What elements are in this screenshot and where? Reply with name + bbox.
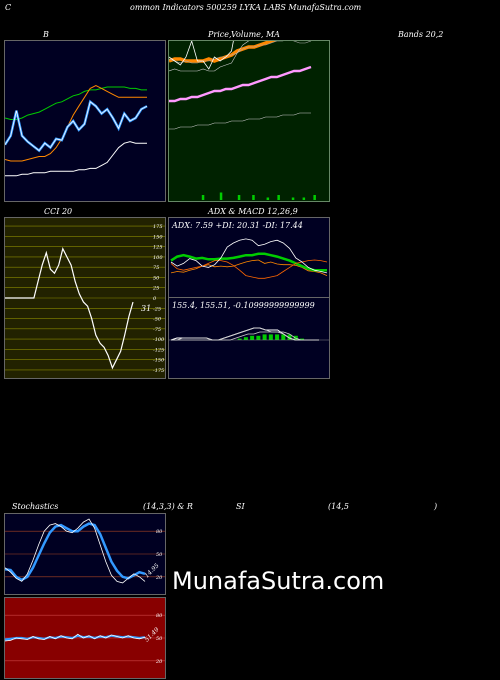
- volume-bar: [266, 197, 270, 200]
- macd-histogram-bar: [256, 335, 261, 340]
- adx-panel: ADX: 7.59 +DI: 20.31 -DI: 17.44: [168, 217, 330, 299]
- adx-series-4: [170, 238, 328, 274]
- rsi-label: SI: [236, 502, 245, 511]
- bb-series-3: [5, 141, 147, 177]
- macd-histogram-bar: [300, 338, 305, 340]
- volume-bar: [291, 197, 295, 200]
- rsi-close-paren: ): [434, 502, 438, 511]
- pv-series-6: [169, 41, 249, 72]
- rsi-series-2: [5, 633, 146, 642]
- macd-histogram-bar: [268, 334, 273, 340]
- cci-series-1: [5, 246, 134, 370]
- stochastics-panel: 80 50 20 14.95: [4, 513, 166, 595]
- price-ma-label-c: Bands 20,2: [398, 30, 444, 39]
- adx-values: ADX: 7.59 +DI: 20.31 -DI: 17.44: [172, 221, 303, 230]
- price-volume-chart: [169, 41, 316, 200]
- macd-histogram-bar: [287, 334, 292, 340]
- volume-bar: [277, 195, 280, 200]
- adx-chart: [170, 238, 328, 279]
- cci-tick-label: -150: [153, 358, 165, 364]
- stoch-params-label: (14,3,3) & R: [143, 502, 193, 511]
- adx-series-3: [170, 259, 328, 279]
- rsi-tick-label: 50: [156, 636, 163, 642]
- macd-values: 155.4, 155.51, -0.10999999999999: [172, 301, 315, 310]
- volume-bar: [237, 195, 241, 200]
- price-volume-panel: [168, 40, 330, 202]
- stoch-tick-label: 20: [155, 575, 163, 581]
- rsi-tick-label: 80: [156, 613, 163, 619]
- cci-tick-label: -175: [153, 368, 164, 374]
- macd-histogram-bar: [281, 334, 286, 340]
- adx-series-2: [170, 252, 327, 272]
- bb-series-2: [5, 84, 147, 162]
- volume-bar: [201, 195, 205, 200]
- macd-chart: [169, 327, 329, 341]
- bollinger-b-panel: [4, 40, 166, 202]
- bollinger-b-chart: [5, 84, 148, 177]
- cci-tick-label: -100: [153, 337, 165, 343]
- adx-series-1: [170, 259, 328, 276]
- rsi-panel: 80 50 20 51.49: [4, 597, 166, 679]
- cci-tick-label: 0: [153, 296, 157, 302]
- cci-tick-label: 50: [153, 275, 160, 281]
- rsi-params-label: (14,5: [328, 502, 349, 511]
- rsi-tick-label: 20: [155, 659, 163, 665]
- macd-panel: 155.4, 155.51, -0.10999999999999: [168, 297, 330, 379]
- stoch-label: Stochastics: [12, 502, 59, 511]
- watermark: MunafaSutra.com: [172, 567, 385, 595]
- volume-bar: [313, 195, 316, 200]
- macd-histogram-bar: [262, 334, 267, 340]
- macd-histogram-bar: [250, 335, 255, 340]
- volume-bar: [302, 197, 306, 200]
- bollinger-b-label: B: [43, 30, 49, 39]
- cci-panel: 175 150 125 100 75 50 25 0 -25 -50 -75 -100 -125 -150…: [4, 217, 166, 379]
- cci-tick-label: -125: [153, 347, 164, 353]
- cci-tick-label: 150: [153, 234, 163, 240]
- cci-tick-label: 75: [153, 265, 159, 271]
- cci-tick-label: 100: [153, 255, 163, 261]
- price-ma-label-a: Price,: [208, 30, 232, 39]
- cci-chart: 175 150 125 100 75 50 25 0 -25 -50 -75 -100 -125 -150…: [5, 224, 165, 374]
- stoch-tick-label: 80: [156, 529, 163, 535]
- pv-series-2: [169, 65, 312, 103]
- adx-macd-label: ADX & MACD 12,26,9: [208, 207, 298, 216]
- pv-series-4: [169, 41, 312, 64]
- stoch-series-1: [5, 522, 146, 582]
- pv-series-1: [169, 41, 277, 63]
- cci-tick-label: 125: [153, 245, 163, 251]
- cci-tick-label: 175: [153, 224, 163, 230]
- macd-histogram-bar: [237, 338, 242, 340]
- macd-series-3: [171, 331, 319, 341]
- stoch-tick-label: 50: [156, 552, 163, 558]
- macd-series-2: [171, 327, 319, 341]
- macd-histogram-bar: [275, 334, 280, 340]
- pv-series-7: [169, 41, 234, 70]
- volume-bar: [252, 195, 255, 200]
- volume-bar: [219, 192, 223, 200]
- macd-histogram-bar: [243, 337, 248, 340]
- bb-price-line: [5, 101, 148, 152]
- cci-tick-label: 25: [152, 286, 159, 292]
- cci-tick-label: -25: [153, 306, 161, 312]
- cci-tick-label: -50: [153, 317, 162, 323]
- cci-label: CCI 20: [44, 207, 73, 216]
- bb-series-1: [5, 86, 147, 120]
- price-ma-label-b: Volume, MA: [231, 30, 280, 39]
- cci-tick-label: -75: [153, 327, 161, 333]
- header-c: C: [5, 3, 12, 12]
- header-title: ommon Indicators 500259 LYKA LABS Munafa…: [130, 3, 362, 12]
- pv-series-3: [169, 112, 311, 130]
- cci-current-value: 31: [141, 304, 152, 313]
- stoch-series-2: [5, 518, 146, 584]
